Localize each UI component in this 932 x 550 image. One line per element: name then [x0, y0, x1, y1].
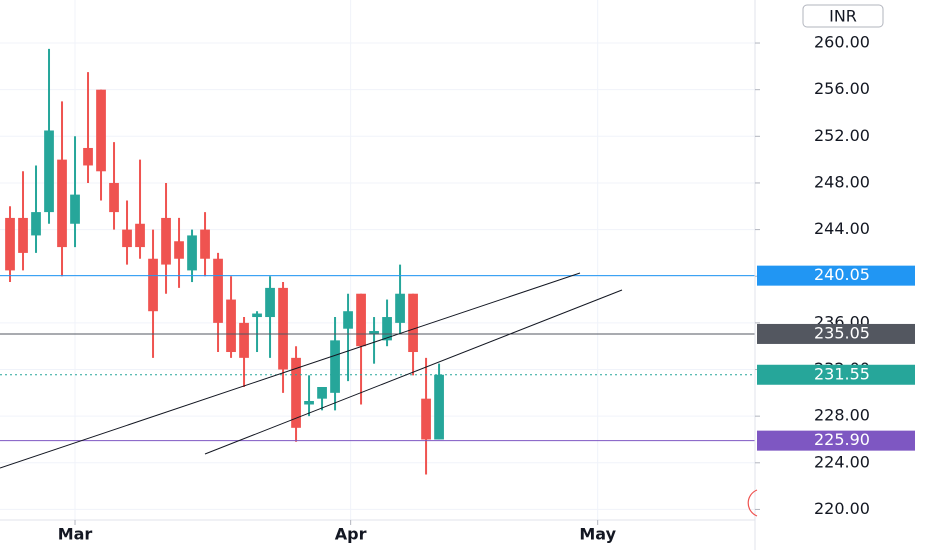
candle-body — [239, 322, 249, 358]
candle-body — [135, 223, 145, 248]
candle-body — [5, 217, 15, 271]
price-level-label: 240.05 — [814, 265, 870, 284]
candle-body — [291, 357, 301, 428]
y-tick-label: 252.00 — [814, 126, 870, 145]
y-tick-label: 224.00 — [814, 452, 870, 471]
price-level-badge — [757, 364, 915, 385]
candle-body — [18, 217, 28, 253]
trend-line — [0, 272, 581, 469]
candle-body — [421, 398, 431, 440]
y-tick-label: 220.00 — [814, 499, 870, 518]
x-tick-label: Apr — [335, 525, 367, 544]
axis: 220.00224.00228.00232.00236.00240.00244.… — [58, 33, 915, 544]
candle-body — [252, 313, 262, 318]
candle-body — [382, 317, 392, 341]
price-level-label: 231.55 — [814, 364, 870, 383]
candle-body — [57, 159, 67, 248]
trend-line — [204, 289, 623, 455]
y-tick-label: 260.00 — [814, 33, 870, 52]
y-tick-label: 228.00 — [814, 406, 870, 425]
candle-body — [96, 89, 106, 172]
currency-label: INR — [829, 7, 857, 26]
price-level-badge — [757, 430, 915, 451]
candle-body — [356, 293, 366, 347]
y-tick-label: 248.00 — [814, 172, 870, 191]
candle-body — [330, 340, 340, 393]
price-level-label: 225.90 — [814, 430, 870, 449]
price-level-label: 235.05 — [814, 323, 870, 342]
candle-body — [109, 182, 119, 213]
candle-body — [408, 293, 418, 353]
grid — [0, 0, 755, 520]
candle-body — [83, 147, 93, 166]
candle-body — [174, 241, 184, 259]
candle-body — [304, 400, 314, 405]
y-tick-label: 244.00 — [814, 219, 870, 238]
y-tick-label: 256.00 — [814, 79, 870, 98]
candles — [0, 48, 755, 475]
candle-body — [278, 287, 288, 370]
price-level-badge — [757, 265, 915, 286]
candle-body — [161, 217, 171, 265]
candle-body — [317, 387, 327, 399]
candle-body — [395, 293, 405, 323]
candle-body — [148, 258, 158, 312]
indicator-circle — [747, 489, 758, 517]
candle-body — [31, 212, 41, 236]
candle-body — [434, 374, 444, 440]
candle-body — [44, 130, 54, 213]
candle-body — [343, 311, 353, 329]
candle-body — [187, 235, 197, 271]
candle-body — [369, 331, 379, 335]
candle-body — [226, 299, 236, 353]
candle-body — [213, 258, 223, 323]
x-tick-label: May — [579, 525, 616, 544]
candle-body — [200, 229, 210, 259]
price-level-badge — [757, 323, 915, 344]
candle-body — [70, 194, 80, 224]
currency-button[interactable] — [802, 4, 884, 28]
candle-body — [122, 229, 132, 248]
candle-body — [265, 287, 275, 318]
x-tick-label: Mar — [58, 525, 93, 544]
